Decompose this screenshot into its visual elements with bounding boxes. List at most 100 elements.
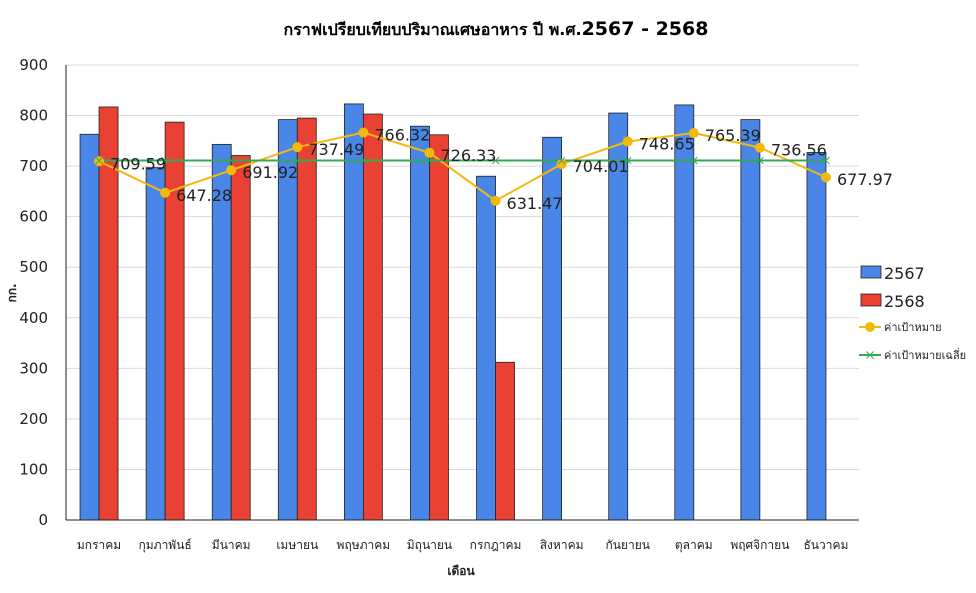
bar-2567-11: [740, 119, 761, 521]
y-axis-ticks: 0 100 200 300 400 500 600 700 800 900: [19, 56, 48, 529]
data-label: 736.56: [771, 141, 827, 160]
marker-ค่าเป้าหมาย-1: [94, 156, 105, 167]
line-ค่าเป้าหมาย: [98, 131, 827, 202]
marker-ค่าเป้าหมายเฉลี่ย-5: [359, 156, 368, 165]
marker-ค่าเป้าหมายเฉลี่ย-4: [293, 156, 302, 165]
bar-2568-7: [495, 361, 515, 521]
marker-ค่าเป้าหมาย-3: [226, 165, 237, 176]
bar-2568-4: [296, 117, 317, 521]
series-markers: [94, 127, 831, 206]
x-category-label: พฤษภาคม: [337, 538, 391, 552]
bars: [79, 103, 827, 521]
marker-ค่าเป้าหมาย-6: [424, 147, 435, 158]
x-category-label: มีนาคม: [212, 538, 251, 552]
y-tick-label: 100: [19, 460, 48, 478]
marker-ค่าเป้าหมาย-2: [160, 187, 171, 198]
marker-ค่าเป้าหมายเฉลี่ย-12: [822, 156, 830, 165]
x-category-label: กุมภาพันธ์: [138, 538, 191, 553]
marker-ค่าเป้าหมาย-7: [490, 195, 501, 206]
legend-item-ค่าเป้าหมายเฉลี่ย: ค่าเป้าหมายเฉลี่ย: [859, 347, 966, 362]
marker-ค่าเป้าหมาย-8: [556, 159, 567, 170]
y-tick-label: 0: [38, 511, 48, 529]
marker-ค่าเป้าหมายเฉลี่ย-3: [227, 156, 236, 165]
bar-2567-10: [674, 104, 695, 521]
y-tick-label: 700: [19, 157, 48, 175]
bar-2567-1: [79, 133, 100, 521]
legend-item-2568: 2568: [860, 292, 925, 311]
bar-2567-6: [410, 125, 430, 521]
legend-swatch: [860, 293, 882, 307]
chart-title-years: 2567 - 2568: [582, 18, 709, 40]
marker-ค่าเป้าหมายเฉลี่ย-10: [689, 156, 698, 165]
legend-swatch: [860, 265, 882, 279]
legend-label: 2567: [884, 264, 925, 283]
y-axis-title: กก.: [5, 283, 19, 302]
legend-label: ค่าเป้าหมาย: [884, 321, 942, 334]
marker-ค่าเป้าหมาย-12: [820, 172, 831, 183]
y-tick-label: 200: [19, 410, 48, 428]
data-label: 748.65: [639, 135, 695, 154]
data-label: 677.97: [837, 170, 893, 189]
y-tick-label: 300: [19, 359, 48, 377]
x-category-label: กันยายน: [605, 538, 649, 552]
marker-ค่าเป้าหมายเฉลี่ย-2: [161, 156, 169, 165]
data-label: 726.33: [440, 146, 496, 165]
x-category-label: มิถุนายน: [407, 538, 452, 553]
bar-2567-5: [343, 103, 364, 521]
data-label: 631.47: [507, 194, 563, 213]
data-labels: 709.59 647.28 691.92 737.49 766.32 726.33 631.…: [110, 126, 893, 213]
bar-2568-2: [164, 121, 185, 521]
x-axis-categories: มกราคม กุมภาพันธ์ มีนาคม เมษายน พฤษภาคม มิถุน…: [77, 538, 849, 553]
marker-ค่าเป้าหมายเฉลี่ย-11: [756, 156, 764, 165]
legend-marker: [866, 351, 874, 359]
bar-2568-6: [429, 134, 449, 521]
marker-ค่าเป้าหมายเฉลี่ย-9: [623, 156, 632, 165]
legend-marker: [865, 322, 875, 332]
marker-ค่าเป้าหมายเฉลี่ย-6: [425, 156, 434, 165]
legend-item-2567: 2567: [860, 264, 925, 283]
legend-label: 2568: [884, 292, 925, 311]
marker-ค่าเป้าหมาย-5: [358, 127, 369, 138]
x-category-label: ตุลาคม: [675, 538, 713, 553]
y-tick-label: 800: [19, 107, 48, 125]
y-tick-label: 600: [19, 208, 48, 226]
series-lines: [98, 131, 827, 202]
y-tick-label: 500: [19, 258, 48, 276]
data-label: 737.49: [308, 140, 364, 159]
data-label: 647.28: [176, 186, 232, 205]
x-category-label: มกราคม: [77, 538, 121, 552]
x-category-label: พฤศจิกายน: [730, 538, 789, 552]
legend-item-ค่าเป้าหมาย: ค่าเป้าหมาย: [859, 321, 942, 334]
data-label: 704.01: [573, 157, 629, 176]
marker-ค่าเป้าหมายเฉลี่ย-7: [491, 156, 500, 165]
marker-ค่าเป้าหมาย-11: [754, 142, 765, 153]
legend-label: ค่าเป้าหมายเฉลี่ย: [884, 347, 966, 362]
gridlines: [66, 64, 859, 470]
axes: [65, 65, 859, 521]
data-label: 691.92: [242, 163, 298, 182]
marker-ค่าเป้าหมาย-4: [292, 142, 303, 153]
x-category-label: เมษายน: [276, 538, 318, 552]
bar-2568-5: [362, 113, 383, 521]
data-label: 765.39: [705, 126, 761, 145]
marker-ค่าเป้าหมาย-10: [688, 128, 699, 139]
marker-ค่าเป้าหมาย-9: [622, 136, 633, 147]
y-tick-label: 400: [19, 309, 48, 327]
chart-title-prefix: กราฟเปรียบเทียบปริมาณเศษอาหาร ปี พ.ศ.: [284, 20, 582, 39]
data-label: 766.32: [374, 126, 430, 145]
marker-ค่าเป้าหมายเฉลี่ย-1: [95, 156, 103, 165]
bar-2568-3: [230, 155, 251, 521]
x-category-label: กรกฎาคม: [470, 538, 522, 552]
bar-2567-12: [806, 152, 827, 521]
bar-2567-7: [476, 175, 496, 521]
marker-ค่าเป้าหมายเฉลี่ย-8: [557, 156, 566, 165]
y-tick-label: 900: [19, 56, 48, 74]
svg-text:กราฟเปรียบเทียบปริมาณเศษอาหาร: กราฟเปรียบเทียบปริมาณเศษอาหาร ปี พ.ศ.256…: [284, 18, 709, 40]
data-label: 709.59: [110, 154, 166, 173]
x-category-label: ธันวาคม: [803, 538, 848, 552]
x-category-label: สิงหาคม: [540, 538, 584, 552]
x-axis-title: เดือน: [447, 564, 475, 578]
bar-2567-2: [145, 167, 166, 521]
